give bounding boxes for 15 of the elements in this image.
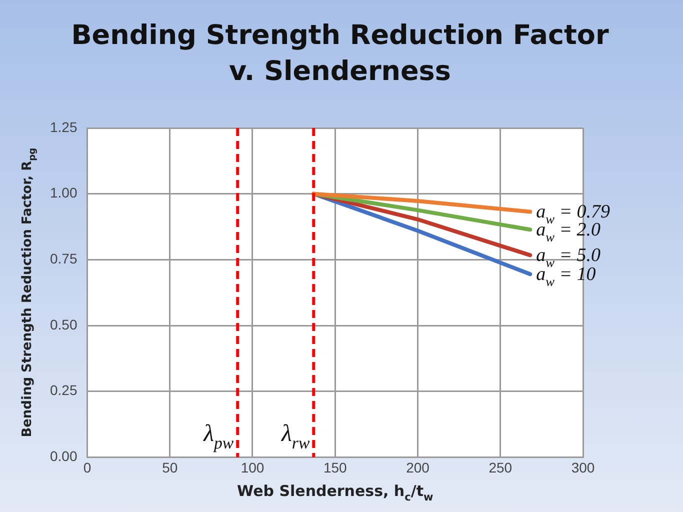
y-axis-title: Bending Strength Reduction Factor, Rpg xyxy=(20,148,38,438)
y-tick-label: 0.00 xyxy=(50,448,78,464)
x-tick-label: 50 xyxy=(162,459,178,476)
x-tick-label: 200 xyxy=(406,459,430,476)
y-tick-label: 1.00 xyxy=(50,184,78,201)
chart-title: Bending Strength Reduction Factor v. Slenderness xyxy=(70,19,610,89)
x-tick-label: 250 xyxy=(488,459,512,476)
y-tick-label: 0.75 xyxy=(50,250,78,267)
y-tick-label: 0.25 xyxy=(50,382,78,398)
y-tick-label: 0.50 xyxy=(50,316,78,332)
x-tick-label: 300 xyxy=(571,459,595,476)
x-tick-label: 0 xyxy=(83,459,92,476)
x-tick-label: 150 xyxy=(323,459,348,476)
y-tick-label: 1.25 xyxy=(50,118,78,135)
x-tick-label: 100 xyxy=(240,459,264,476)
